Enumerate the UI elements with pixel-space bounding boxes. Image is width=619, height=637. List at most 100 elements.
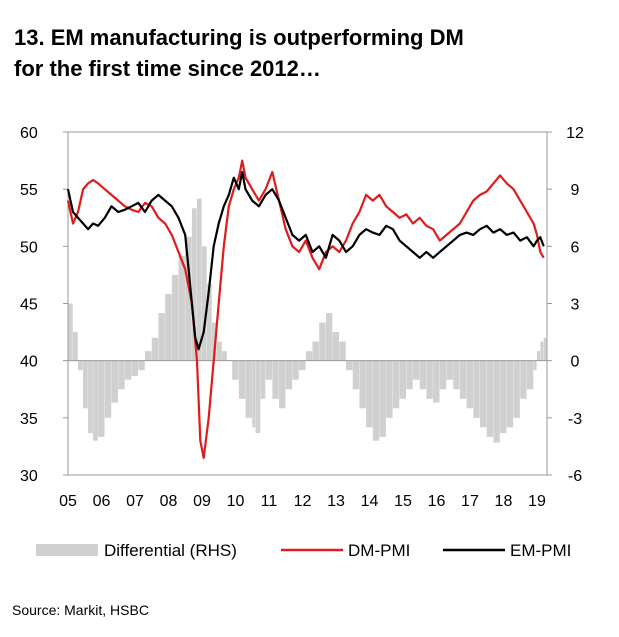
legend: Differential (RHS) DM-PMI EM-PMI (36, 541, 571, 560)
differential-bar (196, 198, 202, 361)
differential-bar (473, 360, 480, 418)
x-tick-label: 09 (193, 493, 211, 510)
differential-bar (178, 255, 185, 361)
legend-label: DM-PMI (348, 541, 410, 560)
differential-bar (506, 360, 514, 428)
y-right-tick-label: -6 (568, 468, 582, 485)
x-tick-label: 15 (394, 493, 412, 510)
differential-bar (118, 360, 125, 390)
chart-title: 13. EM manufacturing is outperforming DM… (14, 22, 614, 84)
differential-bar (459, 360, 467, 399)
differential-bar (191, 208, 197, 361)
differential-bar (145, 351, 152, 361)
y-axis-right: -6 -3 0 3 6 9 12 (547, 125, 584, 485)
x-tick-label: 19 (528, 493, 546, 510)
differential-bar (185, 236, 192, 361)
differential-bar (305, 351, 313, 361)
differential-bar (165, 293, 172, 361)
x-tick-label: 12 (294, 493, 312, 510)
differential-bar (543, 337, 547, 361)
differential-bar (201, 246, 207, 361)
differential-bar (158, 313, 165, 361)
differential-bar (493, 360, 500, 443)
differential-bar (222, 351, 227, 361)
y-right-tick-label: 12 (566, 125, 584, 142)
y-right-tick-label: 0 (571, 354, 580, 371)
differential-bar (486, 360, 494, 437)
plot-frame (67, 131, 548, 476)
differential-bar (232, 360, 239, 380)
differential-bar (68, 303, 73, 361)
differential-bar (124, 360, 132, 380)
differential-bar (93, 360, 98, 441)
differential-bar (83, 360, 88, 409)
differential-bar (88, 360, 93, 434)
legend-label: EM-PMI (510, 541, 571, 560)
differential-bar (513, 360, 520, 418)
differential-bar (439, 360, 447, 390)
differential-bar (217, 341, 222, 361)
differential-bar (299, 360, 306, 371)
x-tick-label: 05 (59, 493, 77, 510)
differential-bar (292, 360, 299, 380)
differential-bar (433, 360, 440, 403)
x-axis: 05 06 07 08 09 10 11 12 13 14 15 16 17 18 19 (59, 493, 546, 510)
y-right-tick-label: 9 (571, 182, 580, 199)
y-left-tick-label: 45 (20, 297, 38, 314)
differential-bar (255, 360, 261, 434)
differential-bar (78, 360, 83, 371)
x-tick-label: 08 (160, 493, 178, 510)
differential-bar (207, 284, 212, 361)
differential-bar (319, 322, 326, 361)
title-line-1: 13. EM manufacturing is outperforming DM (14, 25, 464, 50)
differential-bar (98, 360, 105, 437)
pmi-lines (66, 159, 545, 459)
y-left-tick-label: 35 (20, 411, 38, 428)
y-left-tick-label: 30 (20, 468, 38, 485)
differential-bar (279, 360, 286, 409)
differential-bar (372, 360, 380, 441)
differential-bar (312, 341, 319, 361)
differential-bar (252, 360, 256, 428)
x-tick-label: 16 (428, 493, 446, 510)
differential-bar (520, 360, 527, 399)
differential-bar (111, 360, 118, 403)
y-left-tick-label: 60 (20, 125, 38, 142)
differential-bar (104, 360, 112, 418)
differential-bar (419, 360, 427, 390)
dm-pmi-line (66, 159, 545, 459)
differential-bar (526, 360, 534, 390)
x-tick-label: 06 (93, 493, 111, 510)
differential-bar (151, 337, 159, 361)
differential-bar (325, 313, 333, 361)
differential-bar (446, 360, 453, 380)
differential-bar (480, 360, 487, 428)
differential-bar (540, 341, 544, 361)
legend-swatch-differential (36, 544, 98, 556)
y-left-tick-label: 50 (20, 239, 38, 256)
differential-bar (379, 360, 386, 437)
y-left-tick-label: 40 (20, 354, 38, 371)
differential-bars (68, 198, 547, 443)
differential-bar (339, 341, 346, 361)
x-tick-label: 10 (227, 493, 245, 510)
differential-bar (346, 360, 353, 371)
y-right-tick-label: 6 (571, 239, 580, 256)
differential-bar (453, 360, 460, 390)
differential-bar (131, 360, 139, 376)
differential-bar (260, 360, 266, 399)
differential-bar (138, 360, 145, 371)
x-tick-label: 18 (495, 493, 513, 510)
differential-bar (533, 360, 537, 371)
y-right-tick-label: 3 (571, 297, 580, 314)
differential-bar (426, 360, 433, 399)
x-tick-label: 11 (261, 493, 278, 510)
differential-bar (272, 360, 279, 399)
source-note: Source: Markit, HSBC (12, 602, 149, 618)
differential-bar (392, 360, 400, 409)
differential-bar (359, 360, 366, 409)
differential-bar (536, 351, 541, 361)
x-tick-label: 17 (461, 493, 479, 510)
differential-bar (406, 360, 413, 390)
